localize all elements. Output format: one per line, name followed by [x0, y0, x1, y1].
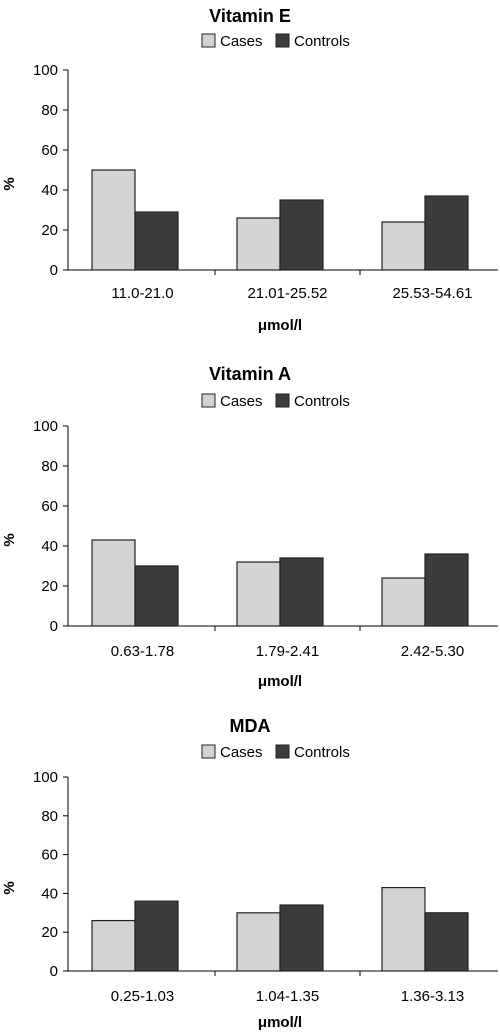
bar-controls-1	[134, 900, 179, 972]
bar-controls-2	[279, 557, 324, 627]
legend-item-cases: Cases	[201, 744, 263, 761]
legend-swatch	[201, 744, 216, 759]
legend-label: Cases	[220, 393, 263, 410]
y-tick-label: 80	[41, 808, 58, 825]
y-tick-label: 100	[33, 418, 58, 435]
bar-controls-1	[134, 211, 179, 271]
y-tick-label: 0	[50, 618, 58, 635]
y-axis-label: %	[1, 177, 18, 190]
bar-controls-3	[424, 553, 469, 627]
y-tick-label: 100	[33, 62, 58, 79]
y-tick-label: 80	[41, 102, 58, 119]
y-tick-label: 60	[41, 498, 58, 515]
chart-title: MDA	[230, 716, 271, 736]
legend-swatch	[275, 393, 290, 408]
x-tick-label: 0.25-1.03	[111, 988, 174, 1005]
y-axis-label: %	[1, 533, 18, 546]
bar-cases-2	[236, 561, 281, 627]
chart-title: Vitamin E	[209, 6, 291, 26]
bar-cases-1	[91, 539, 136, 627]
bar-cases-1	[91, 169, 136, 271]
x-tick-label: 1.79-2.41	[256, 643, 319, 660]
legend-label: Controls	[294, 393, 350, 410]
bar-cases-3	[381, 886, 426, 972]
y-tick-label: 0	[50, 262, 58, 279]
x-axis-label: μmol/l	[258, 317, 302, 334]
y-tick-label: 20	[41, 578, 58, 595]
legend-item-controls: Controls	[275, 33, 350, 50]
y-tick-label: 80	[41, 458, 58, 475]
x-tick-label: 11.0-21.0	[111, 285, 173, 302]
bar-controls-3	[424, 195, 469, 271]
bar-controls-3	[424, 912, 469, 972]
bar-controls-2	[279, 904, 324, 972]
y-tick-label: 100	[33, 769, 58, 786]
legend-item-controls: Controls	[275, 744, 350, 761]
legend-label: Controls	[294, 33, 350, 50]
chart-panel-2: Vitamin A Cases Controls 0 20 40 60 80 100% 0.63-…	[1, 364, 498, 690]
x-axis-label: μmol/l	[258, 673, 302, 690]
x-tick-label: 1.04-1.35	[256, 988, 319, 1005]
chart-title: Vitamin A	[209, 364, 291, 384]
bar-cases-1	[91, 919, 136, 972]
bar-controls-2	[279, 199, 324, 271]
chart-panel-3: MDA Cases Controls 0 20 40 60 80 100% 0.25-1.03 1.…	[1, 716, 498, 1031]
y-tick-label: 40	[41, 885, 58, 902]
y-tick-label: 60	[41, 847, 58, 864]
x-tick-label: 1.36-3.13	[401, 988, 464, 1005]
legend-label: Cases	[220, 33, 263, 50]
legend-label: Cases	[220, 744, 263, 761]
y-tick-label: 0	[50, 963, 58, 980]
x-axis-label: μmol/l	[258, 1014, 302, 1031]
legend-swatch	[275, 33, 290, 48]
legend-swatch	[201, 33, 216, 48]
bar-cases-2	[236, 217, 281, 271]
x-tick-label: 0.63-1.78	[111, 643, 174, 660]
y-tick-label: 40	[41, 182, 58, 199]
y-tick-label: 20	[41, 222, 58, 239]
bar-cases-2	[236, 912, 281, 972]
x-tick-label: 2.42-5.30	[401, 643, 464, 660]
legend-item-cases: Cases	[201, 33, 263, 50]
legend-swatch	[201, 393, 216, 408]
chart-panel-1: Vitamin E Cases Controls 0 20 40 60 80 100% 11.0-…	[1, 6, 498, 334]
y-tick-label: 20	[41, 924, 58, 941]
y-tick-label: 60	[41, 142, 58, 159]
legend-swatch	[275, 744, 290, 759]
legend-item-cases: Cases	[201, 393, 263, 410]
y-axis-label: %	[1, 881, 18, 894]
legend-item-controls: Controls	[275, 393, 350, 410]
y-tick-label: 40	[41, 538, 58, 555]
bar-cases-3	[381, 221, 426, 271]
x-tick-label: 25.53-54.61	[392, 285, 472, 302]
legend-label: Controls	[294, 744, 350, 761]
bar-controls-1	[134, 565, 179, 627]
x-tick-label: 21.01-25.52	[247, 285, 327, 302]
bar-cases-3	[381, 577, 426, 627]
